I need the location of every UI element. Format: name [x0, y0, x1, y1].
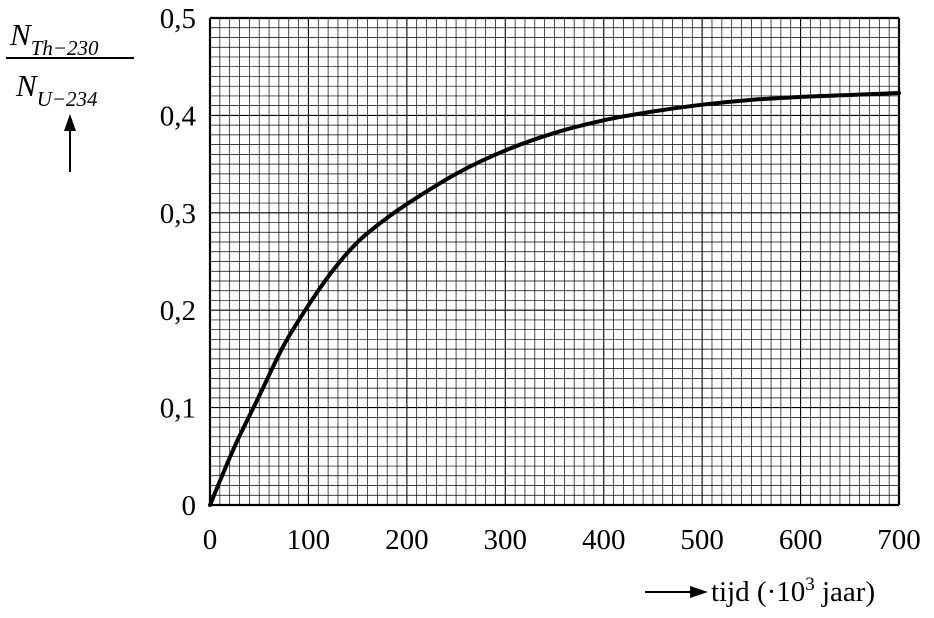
x-axis-label: tijd (·103 jaar): [645, 574, 875, 608]
y-label-numerator-symbol: N: [9, 17, 33, 52]
x-tick-label: 0: [203, 524, 218, 556]
x-tick-label: 400: [582, 524, 626, 556]
x-label-suffix: jaar): [815, 576, 875, 608]
y-axis-arrow-icon: [64, 114, 76, 172]
x-axis-arrow-icon: [645, 586, 708, 598]
x-tick-label: 300: [484, 524, 528, 556]
svg-text:NU−234: NU−234: [15, 68, 98, 111]
x-tick-label: 500: [680, 524, 724, 556]
series-line-0: [208, 91, 901, 507]
x-tick-label: 600: [779, 524, 823, 556]
y-tick-label: 0: [182, 490, 197, 522]
y-label-numerator-subscript: Th−230: [31, 36, 99, 60]
y-label-denominator-symbol: N: [15, 68, 39, 103]
x-tick-label: 100: [287, 524, 331, 556]
x-tick-label: 700: [877, 524, 921, 556]
svg-text:NTh−230: NTh−230: [9, 17, 99, 60]
x-tick-label: 200: [385, 524, 429, 556]
tick-labels: 0 100 200 300 400 500 600 700 0 0,1 0,2 0,3 0,4 0,5: [160, 3, 921, 556]
y-tick-label: 0,5: [160, 3, 196, 35]
y-tick-label: 0,3: [160, 198, 196, 230]
curve-layer: [208, 91, 901, 507]
y-label-denominator-subscript: U−234: [37, 87, 98, 111]
svg-text:tijd (·103 jaar): tijd (·103 jaar): [711, 574, 875, 608]
y-tick-label: 0,4: [160, 100, 197, 132]
y-tick-label: 0,2: [160, 295, 196, 327]
y-axis-label: NTh−230 NU−234: [6, 17, 134, 172]
x-label-exponent: 3: [805, 574, 815, 595]
grid: [208, 16, 901, 507]
y-tick-label: 0,1: [160, 393, 196, 425]
x-label-prefix: tijd (·10: [711, 576, 805, 608]
